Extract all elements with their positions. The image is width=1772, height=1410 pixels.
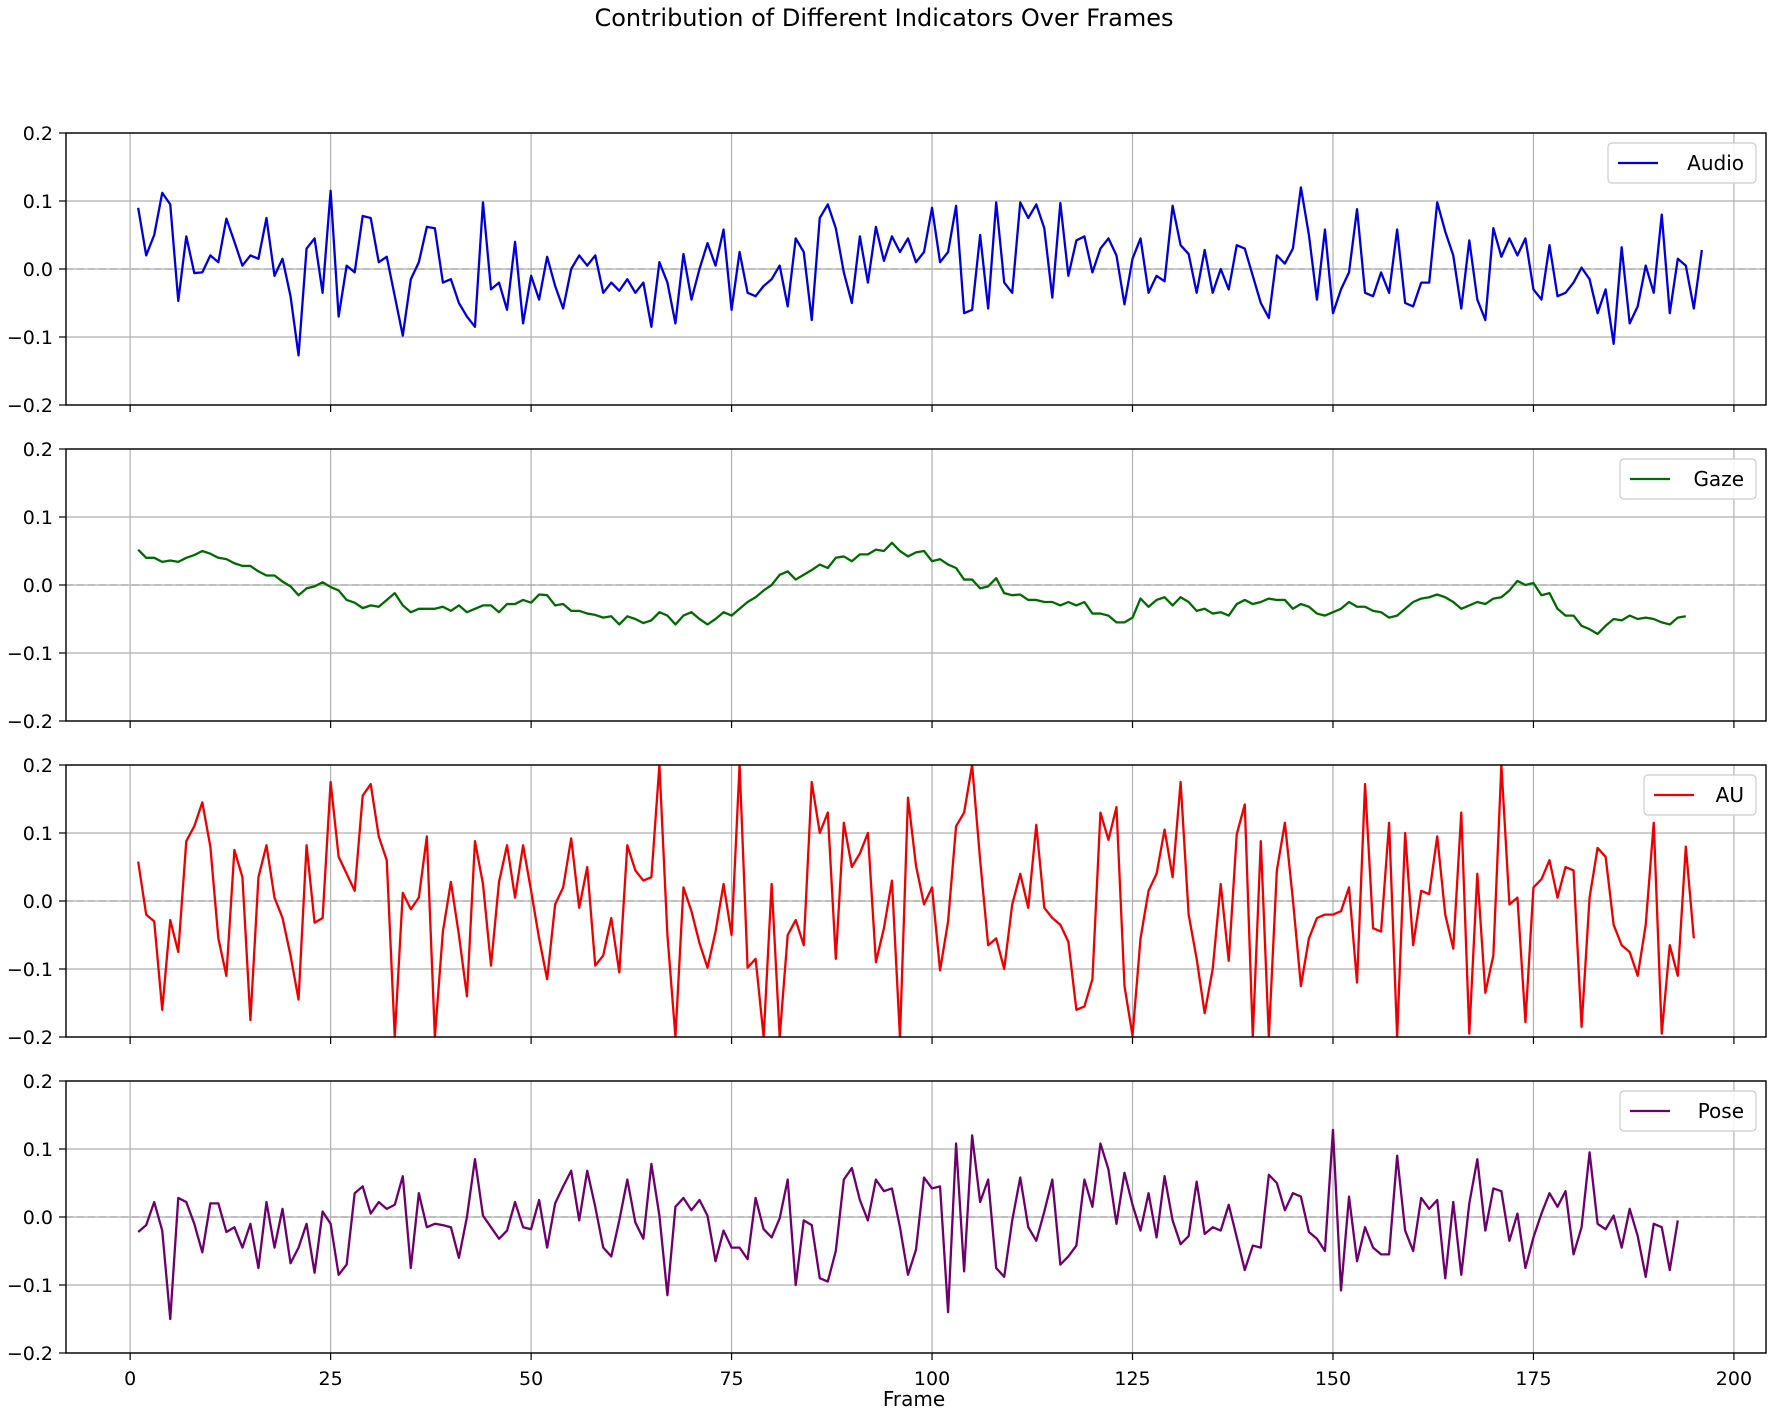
y-tick-label: 0.1 <box>23 507 53 529</box>
y-tick-label: 0.1 <box>23 1139 53 1161</box>
legend-box <box>1619 458 1757 500</box>
panel-pose: −0.2 −0.1 0.0 0.1 0.2 0 25 50 75 100 125 150 175 200 P… <box>7 1071 1767 1390</box>
legend-box <box>1607 142 1757 184</box>
y-tick-label: 0.2 <box>23 123 53 145</box>
chart-title: Contribution of Different Indicators Ove… <box>594 4 1173 32</box>
y-tick-label: 0.0 <box>23 1207 53 1229</box>
y-tick-label: −0.2 <box>7 711 53 733</box>
y-tick-label: 0.2 <box>23 755 53 777</box>
series-line-pose <box>137 1128 1679 1321</box>
legend-label: Pose <box>1698 1099 1744 1123</box>
x-tick-label: 175 <box>1515 1368 1551 1390</box>
y-tick-label: −0.1 <box>7 327 53 349</box>
panel-au: −0.2 −0.1 0.0 0.1 0.2 AU <box>7 755 1767 1049</box>
y-tick-label: 0.1 <box>23 191 53 213</box>
y-tick-label: −0.2 <box>7 395 53 417</box>
y-tick-label: 0.0 <box>23 575 53 597</box>
legend-label: Gaze <box>1693 467 1744 491</box>
legend-audio: Audio <box>1607 142 1757 184</box>
x-tick-label: 100 <box>914 1368 950 1390</box>
y-tick-label: −0.2 <box>7 1027 53 1049</box>
y-tick-label: 0.0 <box>23 259 53 281</box>
panels: −0.2 −0.1 0.0 0.1 0.2 Audio −0.2 −0.1 0.0 0.1 0.2 G… <box>7 123 1767 1390</box>
panel-audio: −0.2 −0.1 0.0 0.1 0.2 Audio <box>7 123 1767 417</box>
legend-label: Audio <box>1687 151 1744 175</box>
x-tick-label: 50 <box>519 1368 543 1390</box>
series-line-au <box>137 765 1695 1037</box>
x-axis-label: Frame <box>883 1387 945 1410</box>
y-tick-label: 0.2 <box>23 439 53 461</box>
legend-box <box>1619 1090 1757 1132</box>
y-tick-label: 0.2 <box>23 1071 53 1093</box>
x-tick-label: 125 <box>1114 1368 1150 1390</box>
x-tick-label: 75 <box>719 1368 743 1390</box>
series-line-gaze <box>137 541 1687 636</box>
x-tick-label: 25 <box>319 1368 343 1390</box>
x-tick-label: 200 <box>1716 1368 1752 1390</box>
legend-label: AU <box>1716 783 1744 807</box>
legend-gaze: Gaze <box>1619 458 1757 500</box>
series-line-audio <box>137 186 1703 357</box>
y-tick-label: −0.1 <box>7 643 53 665</box>
legend-pose: Pose <box>1619 1090 1757 1132</box>
y-tick-label: 0.0 <box>23 891 53 913</box>
x-tick-label: 150 <box>1315 1368 1351 1390</box>
x-tick-label: 0 <box>124 1368 136 1390</box>
y-tick-label: −0.1 <box>7 959 53 981</box>
y-tick-label: −0.2 <box>7 1343 53 1365</box>
legend-box <box>1643 774 1757 816</box>
y-tick-label: 0.1 <box>23 823 53 845</box>
y-tick-label: −0.1 <box>7 1275 53 1297</box>
panel-gaze: −0.2 −0.1 0.0 0.1 0.2 Gaze <box>7 439 1767 733</box>
legend-au: AU <box>1643 774 1757 816</box>
